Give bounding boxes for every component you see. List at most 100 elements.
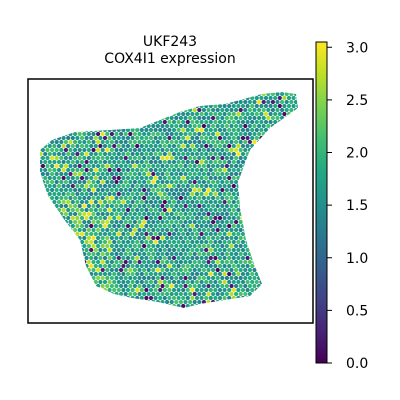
tissue-spot	[43, 296, 47, 300]
tissue-spot	[71, 304, 75, 308]
tissue-spot	[85, 264, 89, 268]
tissue-spot	[234, 116, 238, 120]
tissue-spot	[64, 124, 68, 128]
tissue-spot	[234, 252, 238, 256]
tissue-spot	[269, 152, 273, 156]
tissue-spot	[289, 292, 293, 296]
tissue-spot	[202, 220, 206, 224]
tissue-spot	[114, 172, 118, 176]
tissue-spot	[126, 152, 130, 156]
tissue-spot	[124, 292, 128, 296]
tissue-spot	[48, 224, 52, 228]
tissue-spot	[241, 208, 245, 212]
tissue-spot	[59, 188, 63, 192]
tissue-spot	[292, 296, 296, 300]
tissue-spot	[262, 156, 266, 160]
tissue-spot	[285, 212, 289, 216]
tissue-spot	[174, 180, 178, 184]
tissue-spot	[71, 160, 75, 164]
tissue-spot	[278, 296, 282, 300]
tissue-spot	[202, 116, 206, 120]
tissue-spot	[280, 276, 284, 280]
tissue-spot	[287, 304, 291, 308]
tissue-spot	[179, 108, 183, 112]
tissue-spot	[39, 216, 43, 220]
tissue-spot	[257, 276, 261, 280]
tissue-spot	[121, 152, 125, 156]
tissue-spot	[82, 276, 86, 280]
tissue-spot	[229, 196, 233, 200]
tissue-spot	[255, 184, 259, 188]
tissue-spot	[117, 248, 121, 252]
tissue-spot	[227, 288, 231, 292]
tissue-spot	[213, 208, 217, 212]
tissue-spot	[236, 192, 240, 196]
tissue-spot	[75, 152, 79, 156]
tissue-spot	[82, 220, 86, 224]
tissue-spot	[280, 212, 284, 216]
tissue-spot	[89, 232, 93, 236]
tissue-spot	[211, 212, 215, 216]
tissue-spot	[158, 272, 162, 276]
tissue-spot	[213, 168, 217, 172]
tissue-spot	[36, 180, 40, 184]
tissue-spot	[255, 296, 259, 300]
tissue-spot	[45, 212, 49, 216]
tissue-spot	[105, 300, 109, 304]
tissue-spot	[110, 132, 114, 136]
tissue-spot	[181, 160, 185, 164]
tissue-spot	[101, 132, 105, 136]
tissue-spot	[259, 120, 263, 124]
tissue-spot	[68, 108, 72, 112]
tissue-spot	[225, 156, 229, 160]
tissue-spot	[269, 256, 273, 260]
tissue-spot	[124, 268, 128, 272]
tissue-spot	[126, 136, 130, 140]
tissue-spot	[179, 252, 183, 256]
tissue-spot	[133, 116, 137, 120]
tissue-spot	[289, 196, 293, 200]
tissue-spot	[80, 112, 84, 116]
tissue-spot	[98, 88, 102, 92]
tissue-spot	[262, 132, 266, 136]
tissue-spot	[206, 276, 210, 280]
tissue-spot	[149, 256, 153, 260]
tissue-spot	[50, 124, 54, 128]
tissue-spot	[195, 256, 199, 260]
tissue-spot	[179, 284, 183, 288]
tissue-spot	[34, 104, 38, 108]
tissue-spot	[110, 308, 114, 312]
tissue-spot	[227, 112, 231, 116]
tissue-spot	[87, 156, 91, 160]
tissue-spot	[91, 180, 95, 184]
tissue-spot	[273, 248, 277, 252]
tissue-spot	[64, 220, 68, 224]
tissue-spot	[236, 232, 240, 236]
tissue-spot	[78, 308, 82, 312]
tissue-spot	[174, 116, 178, 120]
tissue-spot	[156, 180, 160, 184]
tissue-spot	[216, 108, 220, 112]
tissue-spot	[229, 252, 233, 256]
tissue-spot	[209, 88, 213, 92]
tissue-spot	[197, 172, 201, 176]
tissue-spot	[294, 100, 298, 104]
tissue-spot	[289, 260, 293, 264]
tissue-spot	[52, 120, 56, 124]
tissue-spot	[101, 252, 105, 256]
tissue-spot	[275, 156, 279, 160]
tissue-spot	[73, 196, 77, 200]
tissue-spot	[75, 176, 79, 180]
tissue-spot	[227, 224, 231, 228]
tissue-spot	[266, 276, 270, 280]
tissue-spot	[294, 252, 298, 256]
tissue-spot	[52, 192, 56, 196]
tissue-spot	[48, 232, 52, 236]
tissue-spot	[135, 232, 139, 236]
tissue-spot	[140, 288, 144, 292]
tissue-spot	[62, 136, 66, 140]
tissue-spot	[94, 120, 98, 124]
tissue-spot	[41, 132, 45, 136]
tissue-spot	[257, 180, 261, 184]
tissue-spot	[275, 132, 279, 136]
